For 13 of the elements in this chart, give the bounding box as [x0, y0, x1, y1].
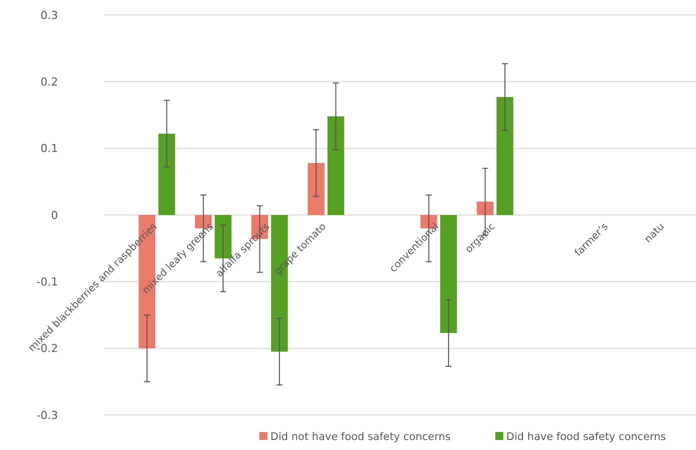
bar [476, 202, 494, 215]
y-tick-label: 0.2 [40, 76, 58, 89]
y-tick-label: -0.3 [36, 408, 58, 422]
y-tick-label: 0.3 [40, 8, 58, 22]
y-tick-label: 0 [51, 208, 58, 222]
legend-label: Did have food safety concerns [506, 431, 666, 443]
bar [158, 134, 176, 215]
bar [496, 97, 514, 215]
bar [308, 163, 324, 215]
bar [440, 215, 457, 333]
y-tick-label: 0.1 [40, 142, 58, 156]
bar [327, 116, 344, 215]
legend-label: Did not have food safety concerns [270, 431, 451, 443]
